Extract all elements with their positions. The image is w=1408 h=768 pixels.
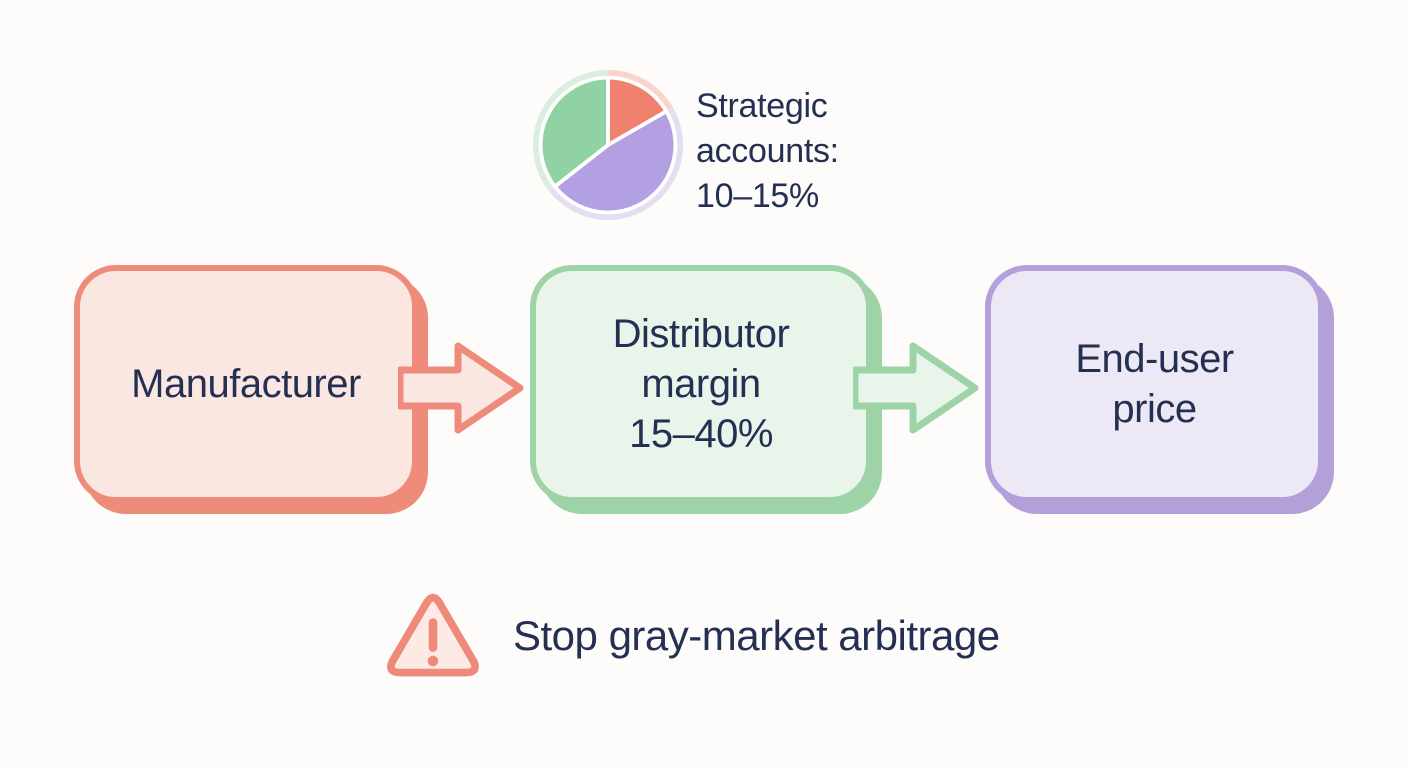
- pie-chart: [532, 69, 684, 220]
- flow-node-manufacturer-label: Manufacturer: [131, 362, 361, 406]
- flow-node-end-user-price: End-user price: [985, 265, 1324, 503]
- arrow-right-icon: [398, 342, 524, 434]
- pie-caption: Strategic accounts: 10–15%: [696, 87, 839, 215]
- flow-node-end-user-label: End-user price: [1075, 337, 1234, 431]
- pie-slice-strategic-accounts: [606, 75, 669, 147]
- arrow-right-icon: [853, 342, 979, 434]
- flow-node-distributor-margin: Distributor margin 15–40%: [530, 265, 872, 503]
- warning-triangle-icon: [387, 593, 479, 677]
- flow-node-distributor-label: Distributor margin 15–40%: [612, 312, 790, 456]
- warning-row: Stop gray-market arbitrage: [383, 586, 1000, 686]
- warning-text: Stop gray-market arbitrage: [513, 612, 1000, 659]
- pie-slice-purple: [552, 109, 678, 215]
- flow-node-manufacturer: Manufacturer: [74, 265, 418, 503]
- pie-slice-green: [538, 75, 610, 189]
